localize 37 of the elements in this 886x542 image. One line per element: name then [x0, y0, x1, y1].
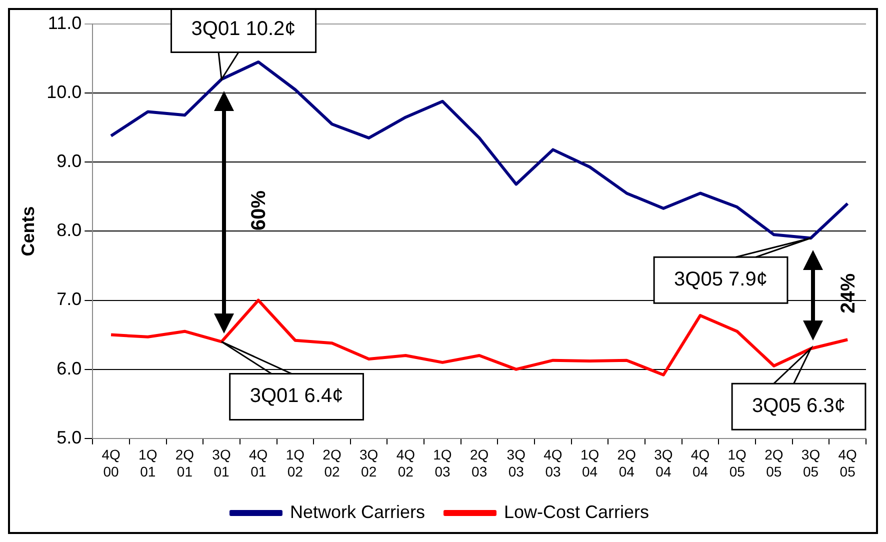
y-tick-label: 5.0	[56, 427, 82, 448]
x-tick-label: 4Q 00	[102, 446, 120, 480]
legend-label: Network Carriers	[290, 502, 426, 522]
y-tick-label: 6.0	[56, 358, 82, 378]
x-tick-label: 1Q 02	[286, 446, 305, 480]
y-tick-label: 8.0	[56, 220, 82, 240]
y-tick-label: 9.0	[56, 151, 82, 172]
x-tick-label: 2Q 03	[470, 446, 489, 480]
x-tick-label: 2Q 02	[322, 446, 342, 480]
x-tick-label: 1Q 03	[433, 446, 452, 480]
annotation: 60%	[248, 190, 270, 230]
annotation: 3Q01 10.2¢	[191, 18, 296, 40]
x-tick-label: 1Q 05	[728, 446, 747, 480]
x-tick-label: 3Q 01	[212, 446, 231, 480]
legend-label: Low-Cost Carriers	[504, 502, 650, 522]
x-tick-label: 2Q 05	[764, 446, 784, 480]
x-tick-label: 2Q 01	[175, 446, 194, 480]
x-tick-label: 3Q 03	[506, 446, 526, 480]
x-tick-label: 3Q 04	[654, 446, 673, 480]
y-axis-title: Cents	[18, 206, 38, 256]
x-tick-label: 4Q 05	[838, 446, 858, 480]
x-tick-label: 4Q 01	[249, 446, 268, 480]
x-tick-label: 3Q 02	[359, 446, 378, 480]
annotation: 3Q05 6.3¢	[752, 395, 846, 418]
x-tick-label: 3Q 05	[801, 446, 820, 480]
x-tick-label: 1Q 01	[138, 446, 158, 480]
x-tick-label: 2Q 04	[617, 446, 636, 480]
x-tick-label: 4Q 02	[396, 446, 416, 480]
y-tick-label: 10.0	[46, 82, 82, 102]
annotation: 3Q05 7.9¢	[674, 268, 768, 291]
y-tick-label: 7.0	[56, 289, 82, 310]
x-tick-label: 4Q 04	[690, 446, 710, 480]
x-tick-label: 4Q 03	[544, 446, 562, 480]
y-tick-label: 11.0	[48, 12, 82, 33]
annotation: 3Q01 6.4¢	[250, 385, 344, 408]
x-tick-label: 1Q 04	[580, 446, 600, 480]
annotation: 24%	[837, 273, 860, 314]
